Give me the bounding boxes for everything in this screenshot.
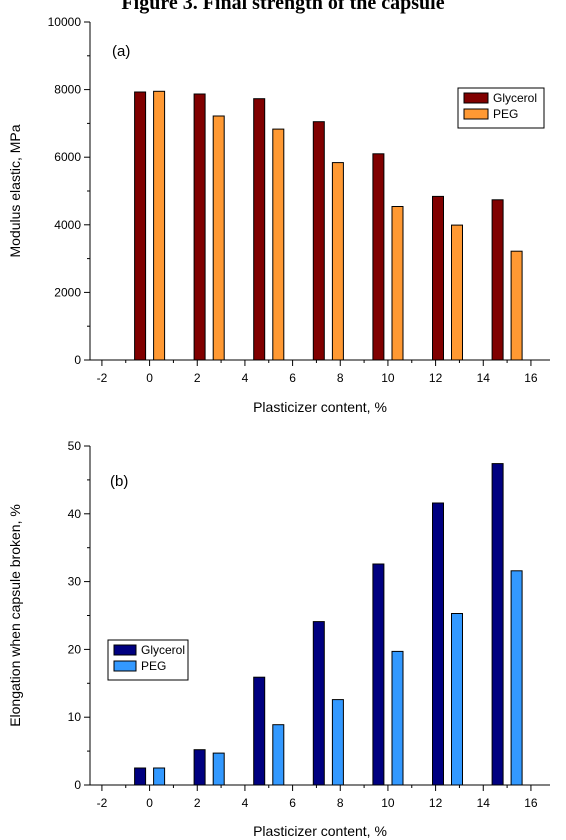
legend-swatch-peg xyxy=(463,108,489,120)
bar-peg-0 xyxy=(153,767,166,786)
bar-peg-6 xyxy=(510,570,523,786)
bar-glycerol-2 xyxy=(253,676,266,786)
bar-peg-1 xyxy=(212,115,225,361)
bar-peg-4 xyxy=(391,206,404,361)
x-tick-label: 6 xyxy=(289,371,296,385)
y-tick-label: 30 xyxy=(68,575,82,589)
x-tick-label: -2 xyxy=(97,371,108,385)
legend-label-glycerol: Glycerol xyxy=(493,91,537,105)
y-tick-label: 8000 xyxy=(54,83,81,97)
bar-peg-3 xyxy=(331,699,344,786)
x-tick-label: 8 xyxy=(337,371,344,385)
x-tick-label: -2 xyxy=(97,796,108,810)
bar-peg-1 xyxy=(212,752,225,786)
bar-glycerol-4 xyxy=(372,153,385,361)
bar-glycerol-1 xyxy=(193,93,206,361)
x-tick-label: 16 xyxy=(524,796,538,810)
bar-peg-2 xyxy=(272,724,285,786)
legend-label-peg: PEG xyxy=(493,107,518,121)
x-tick-label: 8 xyxy=(337,796,344,810)
y-tick-label: 50 xyxy=(68,439,82,453)
bar-glycerol-1 xyxy=(193,749,206,786)
legend-swatch-peg xyxy=(113,660,137,672)
bar-glycerol-4 xyxy=(372,563,385,786)
bar-glycerol-5 xyxy=(432,195,444,361)
x-tick-label: 6 xyxy=(289,796,296,810)
legend-swatch-glycerol xyxy=(113,644,137,656)
x-tick-label: 10 xyxy=(381,371,395,385)
bar-glycerol-2 xyxy=(253,98,266,361)
y-axis-title: Elongation when capsule broken, % xyxy=(7,504,23,727)
bar-peg-0 xyxy=(153,90,166,361)
x-tick-label: 4 xyxy=(242,371,249,385)
bar-peg-5 xyxy=(451,224,463,361)
legend-label-peg: PEG xyxy=(141,659,166,673)
x-tick-label: 12 xyxy=(429,371,443,385)
y-tick-label: 20 xyxy=(68,642,82,656)
legend-label-glycerol: Glycerol xyxy=(141,643,185,657)
bar-peg-5 xyxy=(451,613,463,786)
x-tick-label: 0 xyxy=(146,796,153,810)
bar-peg-6 xyxy=(510,250,523,361)
y-tick-label: 10000 xyxy=(48,15,82,29)
bar-peg-3 xyxy=(331,162,344,361)
bar-glycerol-6 xyxy=(491,199,504,361)
y-tick-label: 4000 xyxy=(54,218,81,232)
bar-glycerol-0 xyxy=(134,91,147,361)
bar-glycerol-5 xyxy=(432,502,444,786)
x-axis-title: Plasticizer content, % xyxy=(253,399,387,415)
x-tick-label: 4 xyxy=(242,796,249,810)
panel-label: (b) xyxy=(110,473,128,490)
figure-caption: Figure 3. Final strength of the capsule xyxy=(121,0,445,14)
x-tick-label: 12 xyxy=(429,796,443,810)
bar-glycerol-3 xyxy=(312,121,325,361)
bar-glycerol-3 xyxy=(312,621,325,786)
bar-peg-4 xyxy=(391,650,404,786)
bar-glycerol-0 xyxy=(134,767,147,786)
x-tick-label: 2 xyxy=(194,371,201,385)
x-tick-label: 2 xyxy=(194,796,201,810)
y-tick-label: 6000 xyxy=(54,150,81,164)
y-tick-label: 2000 xyxy=(54,285,81,299)
y-tick-label: 10 xyxy=(68,710,82,724)
x-axis-title: Plasticizer content, % xyxy=(253,823,387,839)
bar-glycerol-6 xyxy=(491,463,504,786)
y-axis-title: Modulus elastic, MPa xyxy=(7,124,23,257)
y-tick-label: 40 xyxy=(68,507,82,521)
panel-label: (a) xyxy=(112,43,130,60)
x-tick-label: 14 xyxy=(477,371,491,385)
x-tick-label: 0 xyxy=(146,371,153,385)
y-tick-label: 0 xyxy=(74,353,81,367)
x-tick-label: 14 xyxy=(477,796,491,810)
y-tick-label: 0 xyxy=(74,778,81,792)
x-tick-label: 16 xyxy=(524,371,538,385)
bar-peg-2 xyxy=(272,128,285,361)
x-tick-label: 10 xyxy=(381,796,395,810)
legend-swatch-glycerol xyxy=(463,92,489,104)
